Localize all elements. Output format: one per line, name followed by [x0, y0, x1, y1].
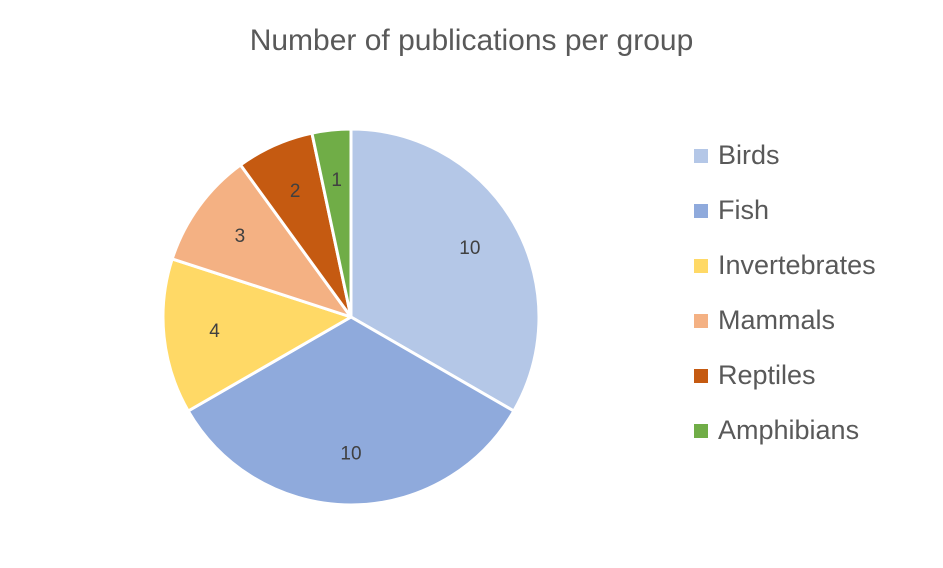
pie-slice-invertebrates	[161, 257, 353, 413]
legend-label: Amphibians	[718, 415, 860, 445]
data-label-amphibians: 1	[331, 170, 342, 191]
legend-label: Birds	[718, 140, 780, 170]
legend-swatch	[694, 148, 708, 163]
legend-swatch	[694, 368, 708, 383]
data-label-fish: 10	[340, 444, 361, 465]
legend-item-reptiles: Reptiles	[694, 348, 876, 403]
legend-item-amphibians: Amphibians	[694, 403, 876, 458]
legend-label: Fish	[718, 195, 770, 225]
pie-slice-mammals	[170, 163, 353, 319]
data-label-reptiles: 2	[290, 181, 301, 202]
data-label-mammals: 3	[235, 226, 246, 247]
legend-swatch	[694, 313, 708, 328]
legend: Birds Fish Invertebrates Mammals Reptiles Amp…	[694, 128, 876, 458]
data-label-birds: 10	[459, 238, 480, 259]
legend-item-fish: Fish	[694, 183, 876, 238]
legend-item-birds: Birds	[694, 128, 876, 183]
legend-label: Reptiles	[718, 360, 816, 390]
legend-item-invertebrates: Invertebrates	[694, 238, 876, 293]
data-label-invertebrates: 4	[209, 321, 220, 342]
pie-slice-fish	[186, 315, 516, 507]
chart-title: Number of publications per group	[249, 24, 694, 57]
legend-item-mammals: Mammals	[694, 293, 876, 348]
pie-slice-birds	[349, 127, 541, 413]
pie-slice-amphibians	[310, 127, 353, 319]
legend-swatch	[694, 203, 708, 218]
legend-label: Mammals	[718, 305, 836, 335]
legend-label: Invertebrates	[718, 250, 876, 280]
legend-swatch	[694, 423, 708, 438]
legend-swatch	[694, 258, 708, 273]
